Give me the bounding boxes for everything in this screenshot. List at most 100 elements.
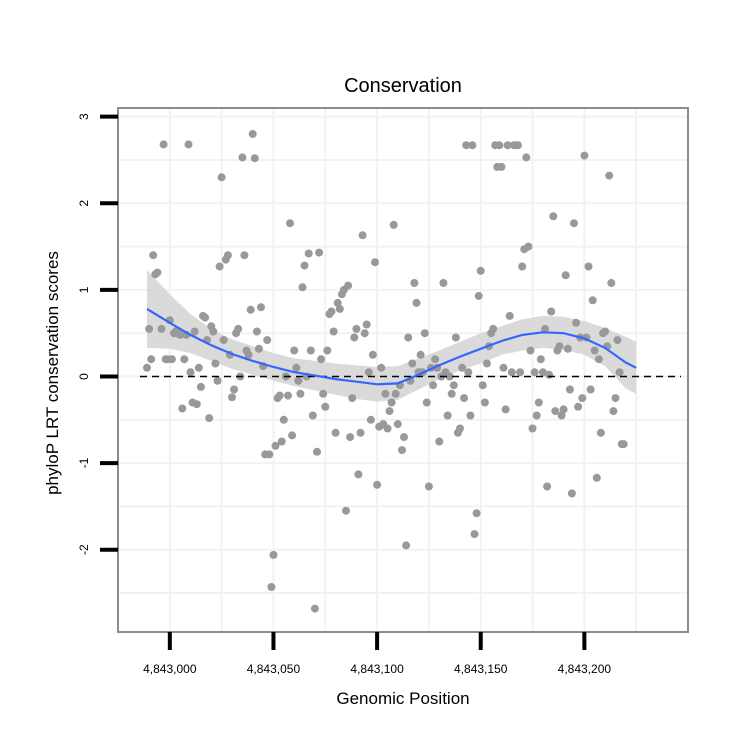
data-point [480,398,489,407]
data-point [538,368,547,377]
data-point [147,355,156,364]
data-point [383,424,392,433]
data-point [167,355,176,364]
data-point [223,251,232,260]
data-point [267,583,276,591]
data-point [335,304,344,313]
data-point [410,279,419,287]
data-point [567,489,576,498]
data-point [362,320,371,329]
data-point [279,415,288,424]
y-tick-label: -2 [77,544,91,555]
x-tick-label: 4,843,000 [143,662,197,676]
data-point [296,389,305,398]
data-point [315,248,324,257]
data-point [424,482,433,491]
data-point [286,219,294,228]
data-point [230,385,239,394]
data-point [551,407,560,416]
data-point [574,402,583,411]
data-point [462,141,471,150]
data-point [257,303,265,312]
y-tick-label: 2 [77,200,91,207]
data-point [590,346,599,355]
data-point [601,327,610,336]
data-point [342,506,350,515]
data-point [333,298,342,307]
data-point [254,344,263,353]
data-point [377,363,386,372]
data-point [605,171,614,180]
data-point [460,394,469,403]
data-point [275,391,284,400]
x-axis-ticks: 4,843,000 4,843,050 4,843,100 4,843,150 4,84… [143,632,611,676]
data-point [157,324,166,333]
data-point [468,141,477,150]
data-point [240,251,249,260]
data-point [503,141,512,150]
data-point [543,482,552,491]
data-point [196,382,205,391]
x-axis-title: Genomic Position [336,689,469,708]
data-point [327,307,336,316]
data-point [354,470,363,479]
data-point [478,381,487,390]
loess-smooth-line [146,307,637,386]
data-point [545,370,554,379]
data-point [443,411,452,420]
x-tick-label: 4,843,150 [454,662,508,676]
data-point [559,405,568,414]
data-point [547,307,556,316]
data-point [294,376,303,385]
data-point [528,424,537,433]
data-point [458,363,467,372]
data-point [381,389,390,398]
data-point [557,411,566,420]
data-point [215,262,224,271]
data-point [393,420,402,429]
data-point [313,447,321,456]
data-point [385,407,394,416]
data-point [219,336,228,345]
data-point [526,346,535,355]
data-point [505,311,514,320]
data-point [321,402,330,411]
data-point [495,141,504,150]
data-point [228,393,236,402]
data-point [408,359,417,368]
data-point [607,279,616,287]
data-point [149,251,158,260]
data-point [358,231,367,240]
data-point [180,355,189,364]
y-tick-label: -1 [77,457,91,468]
data-point [271,441,280,450]
data-point [277,437,286,446]
data-point [319,389,328,398]
data-point [472,509,481,518]
data-point [609,407,618,416]
data-point [489,324,498,333]
data-point [611,394,620,403]
data-point [348,394,357,403]
data-point [366,415,375,424]
data-point [252,327,261,336]
data-point [352,324,361,333]
data-point [541,324,549,333]
data-point [323,346,332,355]
data-point [549,212,558,221]
data-point [205,414,214,423]
data-point [563,344,572,353]
data-point [420,329,429,338]
y-axis-title: phyloP LRT conservation scores [43,251,62,495]
data-point [178,404,187,413]
data-point [176,330,185,339]
data-point [248,130,257,138]
data-point [536,355,545,364]
data-point [584,262,593,271]
data-point [159,140,168,149]
data-point [530,368,539,377]
data-point [619,440,628,449]
data-point [209,327,218,336]
data-point [290,346,299,355]
data-point [596,428,605,437]
